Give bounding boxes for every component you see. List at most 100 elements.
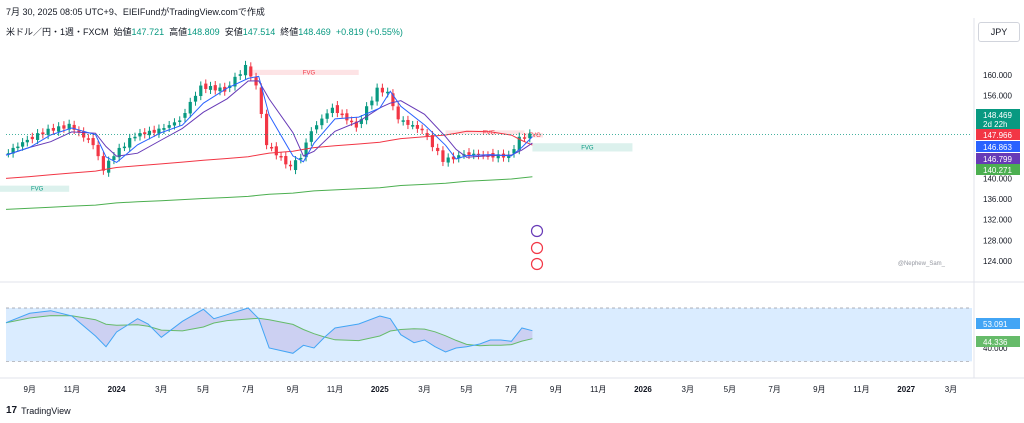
fvg-zone — [445, 130, 525, 135]
time-tick-label: 9月 — [550, 385, 562, 394]
candle-body — [401, 120, 405, 122]
rsi-value-tag — [976, 318, 1020, 329]
candle-body — [147, 130, 152, 136]
time-tick-label: 5月 — [724, 385, 736, 394]
time-tick-label: 9月 — [287, 385, 299, 394]
candle-body — [467, 152, 471, 155]
candle-body — [386, 91, 390, 94]
rsi-value-tag — [976, 336, 1020, 347]
candle-body — [325, 113, 329, 119]
candle-body — [345, 113, 349, 121]
time-tick-label: 3月 — [155, 385, 167, 394]
candle-body — [238, 74, 242, 76]
ema-line — [5, 80, 533, 158]
candle-body — [218, 87, 222, 92]
author-watermark: @Nephew_Sam_ — [898, 261, 946, 267]
rsi-ma-line — [5, 315, 533, 347]
price-chart[interactable]: FVG FVG FVG FVG FVG 124.000 128.000 132.000 136.… — [0, 0, 1024, 400]
candle-body — [430, 135, 435, 148]
candle-body — [233, 76, 237, 87]
time-tick-label: 3月 — [418, 385, 430, 394]
candle-body — [243, 64, 248, 76]
ema-short-line — [5, 75, 533, 163]
time-tick-label: 2025 — [371, 385, 389, 394]
currency-selector[interactable]: JPY — [978, 22, 1020, 42]
candle-body — [496, 154, 500, 159]
candle-body — [335, 105, 339, 114]
change-value: +0.819 (+0.55%) — [335, 27, 403, 37]
rsi-value-label: 53.091 — [983, 320, 1008, 329]
candle-body — [293, 160, 298, 171]
sma-line — [5, 130, 533, 179]
open-value: 147.721 — [131, 27, 165, 37]
fvg-label: FVG — [483, 130, 496, 136]
price-tick-label: 132.000 — [983, 216, 1012, 225]
candle-body — [112, 156, 116, 160]
time-tick-label: 11月 — [327, 385, 343, 394]
candle-body — [167, 125, 171, 128]
candle-body — [425, 133, 429, 136]
candle-body — [162, 128, 166, 130]
candle-body — [304, 142, 308, 158]
chart-caption: 7月 30, 2025 08:05 UTC+9、EIEIFundがTrading… — [6, 7, 265, 17]
time-tick-label: 11月 — [64, 385, 80, 394]
candle-body — [138, 133, 142, 137]
candle-body — [46, 128, 50, 136]
candle-body — [476, 153, 481, 156]
price-tag-value: 147.966 — [983, 131, 1012, 140]
candle-body — [249, 66, 253, 77]
candle-body — [269, 146, 274, 149]
symbol-legend: 米ドル／円・1週・FXCM 始値147.721 高値148.809 安値147.… — [6, 25, 403, 38]
low-value: 147.514 — [242, 27, 276, 37]
candle-body — [451, 156, 456, 160]
candle-body — [178, 120, 182, 122]
low-label: 安値 — [224, 27, 243, 37]
candle-body — [420, 128, 424, 131]
candle-body — [370, 100, 374, 106]
candle-body — [279, 155, 283, 158]
rsi-tick-label: 40.000 — [983, 344, 1008, 353]
candle-body — [457, 155, 461, 159]
candle-body — [152, 129, 156, 133]
candle-body — [528, 133, 532, 139]
candle-body — [107, 160, 111, 173]
fvg-label: FVG — [528, 133, 541, 139]
candle-body — [96, 144, 100, 157]
candle-body — [406, 119, 410, 125]
candle-body — [183, 113, 187, 118]
candle-body — [415, 125, 420, 129]
price-tick-label: 136.000 — [983, 195, 1012, 204]
tradingview-brand: TradingView — [21, 405, 71, 416]
fvg-zone — [532, 143, 633, 152]
candle-body — [507, 154, 511, 159]
candle-body — [354, 121, 358, 128]
us-flag-event-icon — [530, 257, 544, 271]
close-label: 終値 — [280, 27, 299, 37]
candle-body — [320, 118, 324, 126]
candle-body — [122, 146, 127, 149]
fvg-zone — [248, 69, 359, 76]
candle-body — [188, 101, 192, 114]
candle-body — [517, 136, 521, 151]
price-tick-label: 140.000 — [983, 174, 1012, 183]
candle-body — [51, 127, 55, 131]
time-tick-label: 9月 — [813, 385, 825, 394]
candle-body — [330, 107, 334, 114]
candle-body — [522, 137, 527, 139]
time-tick-label: 11月 — [590, 385, 606, 394]
sma-long-line — [5, 176, 533, 210]
rsi-value-label: 44.336 — [983, 338, 1008, 347]
high-value: 148.809 — [187, 27, 220, 37]
candle-body — [340, 113, 344, 116]
candle-body — [35, 133, 40, 140]
candle-body — [91, 138, 95, 146]
candle-body — [133, 136, 137, 139]
candle-body — [314, 125, 319, 130]
candle-body — [288, 164, 293, 167]
time-tick-label: 7月 — [768, 385, 780, 394]
price-tag — [976, 129, 1020, 140]
symbol-name[interactable]: 米ドル／円・1週・FXCM — [6, 27, 109, 37]
candle-body — [25, 139, 29, 143]
rsi-line — [5, 307, 533, 354]
candle-body — [274, 146, 278, 156]
